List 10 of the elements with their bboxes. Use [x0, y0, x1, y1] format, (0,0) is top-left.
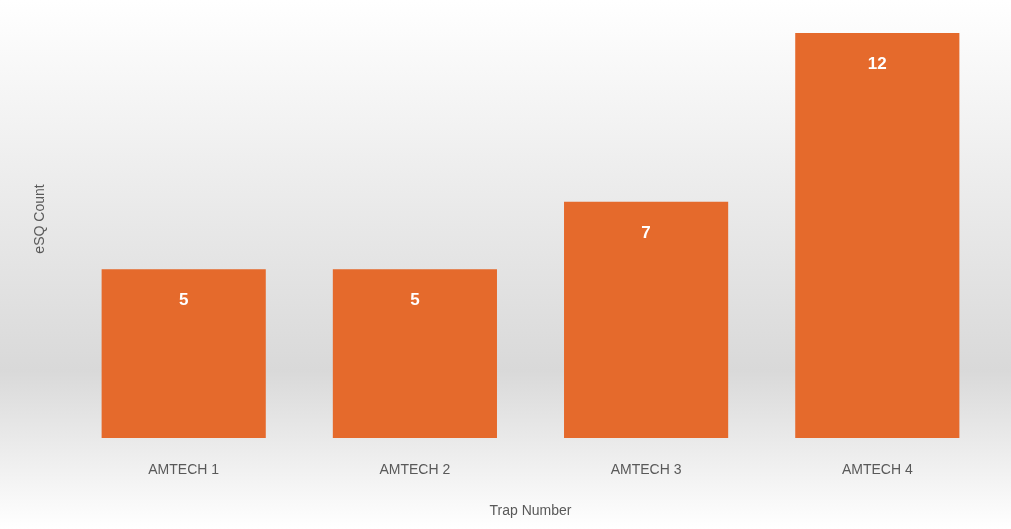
data-label: 12	[867, 54, 887, 73]
x-tick-label: AMTECH 3	[610, 461, 682, 477]
y-axis-title: eSQ Count	[31, 184, 47, 254]
x-axis-title: Trap Number	[489, 502, 572, 518]
x-tick-label: AMTECH 2	[379, 461, 451, 477]
x-tick-label: AMTECH 4	[841, 461, 913, 477]
data-label: 7	[641, 222, 651, 242]
data-label: 5	[178, 290, 189, 310]
x-tick-label: AMTECH 1	[148, 461, 220, 477]
data-label: 5	[410, 290, 420, 310]
